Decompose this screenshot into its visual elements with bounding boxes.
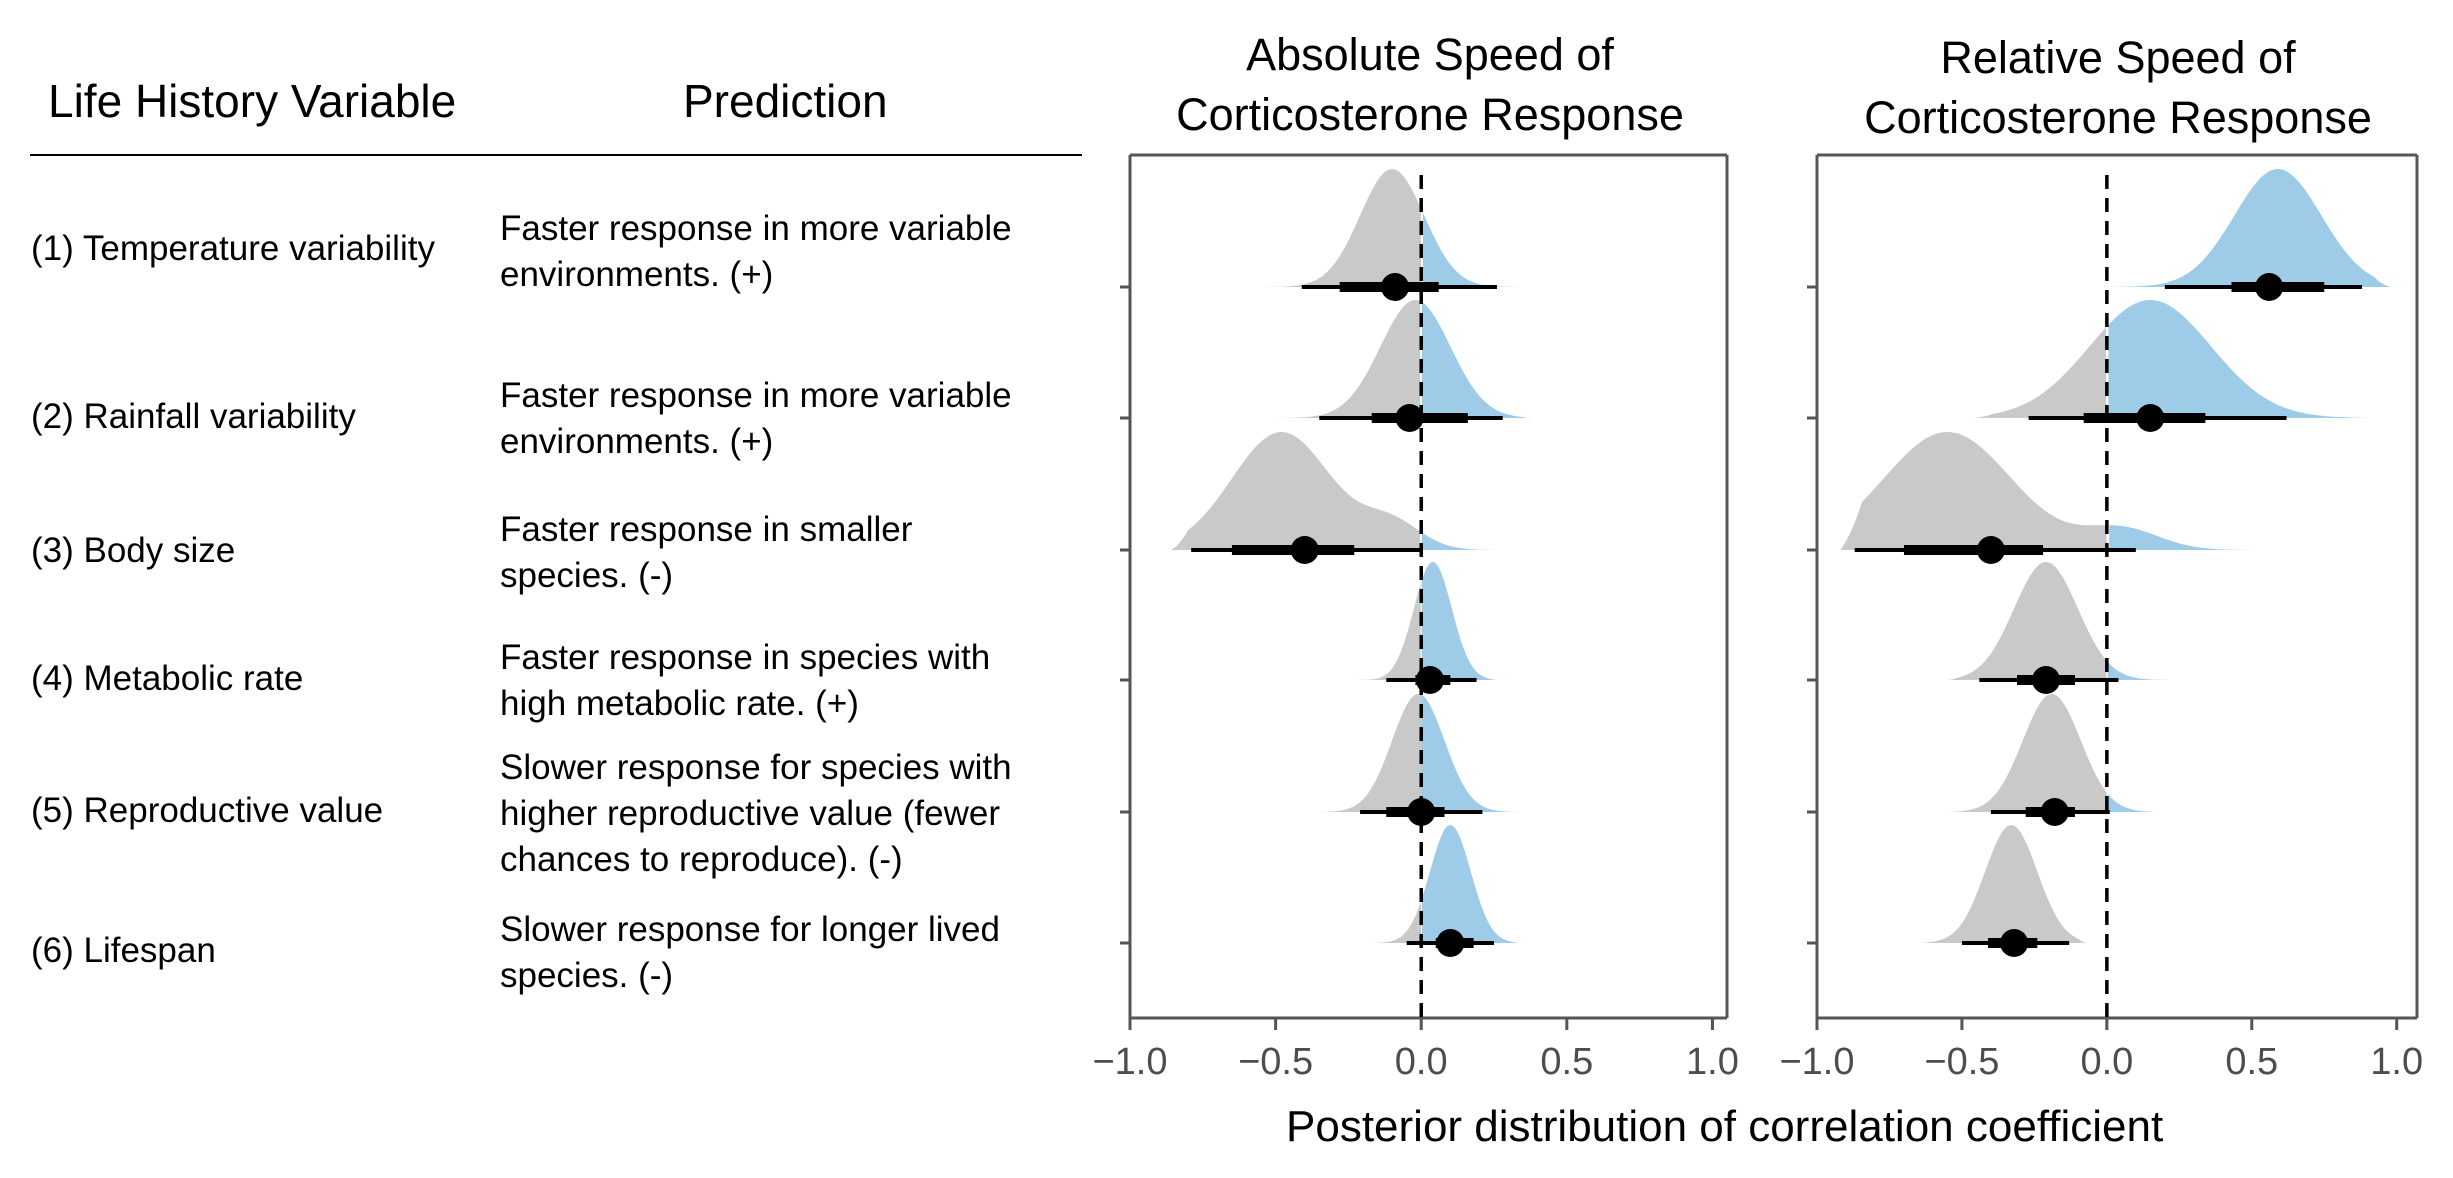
x-tick-label: 0.0: [1395, 1041, 1448, 1083]
density-positive-row-2: [1421, 302, 1532, 418]
prediction-line: environments. (+): [500, 422, 774, 461]
density-negative-row-4: [1947, 562, 2107, 680]
median-point-row-1: [2255, 273, 2284, 301]
density-positive-row-3: [2109, 525, 2275, 550]
panel-title-relative: Relative Speed of Corticosterone Respons…: [1818, 28, 2418, 148]
median-point-row-4: [2031, 666, 2060, 694]
median-point-row-6: [1436, 929, 1465, 957]
x-tick-label: −1.0: [1092, 1041, 1167, 1083]
prediction-line: Slower response for longer lived: [500, 910, 1000, 949]
density-negative-row-2: [1261, 300, 1421, 418]
variable-label-row-6: (6) Lifespan: [31, 931, 216, 970]
prediction-line: Faster response in species with: [500, 638, 991, 677]
variable-label-row-3: (3) Body size: [31, 531, 236, 570]
median-point-row-5: [1407, 798, 1436, 826]
x-tick-label: 0.5: [1540, 1041, 1593, 1083]
x-tick-label: −1.0: [1779, 1041, 1854, 1083]
density-negative-row-6: [1363, 901, 1421, 943]
x-tick-label: −0.5: [1238, 1041, 1313, 1083]
x-tick-label: 0.0: [2080, 1041, 2133, 1083]
prediction-text-row-2: Faster response in more variable environ…: [500, 373, 1012, 465]
prediction-line: species. (-): [500, 956, 674, 995]
prediction-text-row-4: Faster response in species with high met…: [500, 635, 990, 727]
prediction-line: Faster response in smaller: [500, 510, 913, 549]
variable-label-row-4: (4) Metabolic rate: [31, 659, 304, 698]
median-point-row-3: [1290, 536, 1319, 564]
prediction-line: Faster response in more variable: [500, 376, 1012, 415]
density-negative-row-1: [1240, 169, 1421, 287]
prediction-text-row-1: Faster response in more variable environ…: [500, 206, 1012, 298]
density-positive-row-2: [2108, 300, 2374, 418]
density-positive-row-1: [1422, 212, 1561, 287]
panel-title-line: Corticosterone Response: [1864, 92, 2372, 143]
header-prediction: Prediction: [683, 75, 888, 127]
variable-label-row-5: (5) Reproductive value: [31, 791, 384, 830]
prediction-line: environments. (+): [500, 255, 774, 294]
header-divider: [30, 154, 1082, 156]
prediction-line: species. (-): [500, 556, 674, 595]
header-life-history-variable: Life History Variable: [48, 75, 457, 127]
median-point-row-2: [1395, 404, 1424, 432]
density-positive-row-5: [2108, 794, 2159, 812]
density-positive-row-6: [1421, 825, 1521, 943]
density-negative-row-6: [1921, 825, 2087, 943]
prediction-line: high metabolic rate. (+): [500, 684, 859, 723]
x-axis-label: Posterior distribution of correlation co…: [1286, 1102, 2164, 1151]
panel-title-absolute: Absolute Speed of Corticosterone Respons…: [1130, 25, 1730, 145]
median-point-row-5: [2040, 798, 2069, 826]
density-positive-row-3: [1422, 532, 1518, 550]
median-point-row-6: [2000, 929, 2029, 957]
x-tick-label: 0.5: [2225, 1041, 2278, 1083]
panel-title-line: Corticosterone Response: [1176, 89, 1684, 140]
prediction-text-row-6: Slower response for longer lived species…: [500, 907, 1000, 999]
prediction-line: Faster response in more variable: [500, 209, 1012, 248]
density-negative-row-5: [1316, 694, 1422, 812]
x-tick-label: 1.0: [1686, 1041, 1739, 1083]
variable-label-row-1: (1) Temperature variability: [31, 229, 435, 268]
x-tick-label: −0.5: [1924, 1041, 1999, 1083]
density-negative-row-2: [1973, 327, 2106, 418]
variable-label-row-2: (2) Rainfall variability: [31, 397, 356, 436]
prediction-text-row-5: Slower response for species with higher …: [500, 745, 1012, 883]
prediction-text-row-3: Faster response in smaller species. (-): [500, 507, 912, 599]
median-point-row-2: [2136, 404, 2165, 432]
prediction-line: Slower response for species with: [500, 748, 1012, 787]
density-positive-row-5: [1421, 694, 1527, 812]
panel-title-line: Relative Speed of: [1940, 32, 2296, 83]
density-negative-row-3: [1840, 432, 2107, 550]
median-point-row-1: [1381, 273, 1410, 301]
density-negative-row-3: [1170, 432, 1420, 550]
density-positive-row-1: [2107, 169, 2391, 287]
density-positive-row-4: [2107, 661, 2177, 680]
median-point-row-3: [1976, 536, 2005, 564]
density-negative-row-5: [1944, 694, 2107, 812]
density-positive-row-4: [1421, 562, 1497, 680]
x-tick-label: 1.0: [2370, 1041, 2423, 1083]
panel-title-line: Absolute Speed of: [1246, 29, 1614, 80]
prediction-line: chances to reproduce). (-): [500, 840, 903, 879]
density-negative-row-4: [1342, 583, 1421, 680]
prediction-line: higher reproductive value (fewer: [500, 794, 1000, 833]
